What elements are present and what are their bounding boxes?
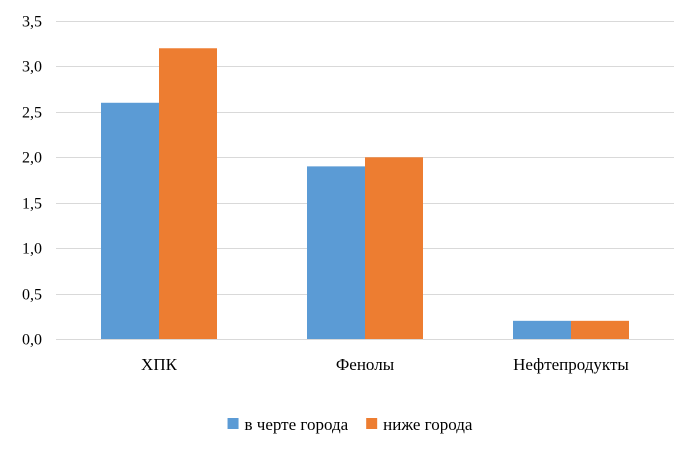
bar: [365, 157, 423, 339]
bar: [571, 320, 629, 339]
legend-label: ниже города: [383, 415, 473, 434]
y-tick-label: 3,5: [22, 14, 42, 31]
bar: [159, 48, 217, 339]
y-axis-tick-labels: 0,0 0,5 1,0 1,5 2,0 2,5 3,0 3,5: [22, 14, 42, 349]
legend-item: ниже города: [366, 415, 473, 434]
legend-swatch: [366, 418, 378, 429]
y-tick-label: 2,0: [22, 150, 42, 167]
legend-swatch: [227, 418, 239, 429]
legend: в черте города ниже города: [227, 415, 473, 434]
x-axis-category-labels: ХПК Фенолы Нефтепродукты: [141, 355, 629, 374]
x-category-label: ХПК: [141, 355, 178, 374]
bar: [307, 166, 365, 339]
y-tick-label: 1,0: [22, 241, 42, 258]
y-tick-label: 0,5: [22, 287, 42, 304]
y-tick-label: 1,5: [22, 196, 42, 213]
legend-label: в черте города: [245, 415, 349, 434]
bar: [513, 320, 571, 339]
bar: [101, 102, 159, 340]
bars: [101, 48, 629, 340]
y-tick-label: 3,0: [22, 59, 42, 76]
y-tick-label: 2,5: [22, 105, 42, 122]
x-category-label: Фенолы: [336, 355, 395, 374]
x-category-label: Нефтепродукты: [513, 355, 629, 374]
legend-item: в черте города: [227, 415, 349, 434]
y-tick-label: 0,0: [22, 332, 42, 349]
